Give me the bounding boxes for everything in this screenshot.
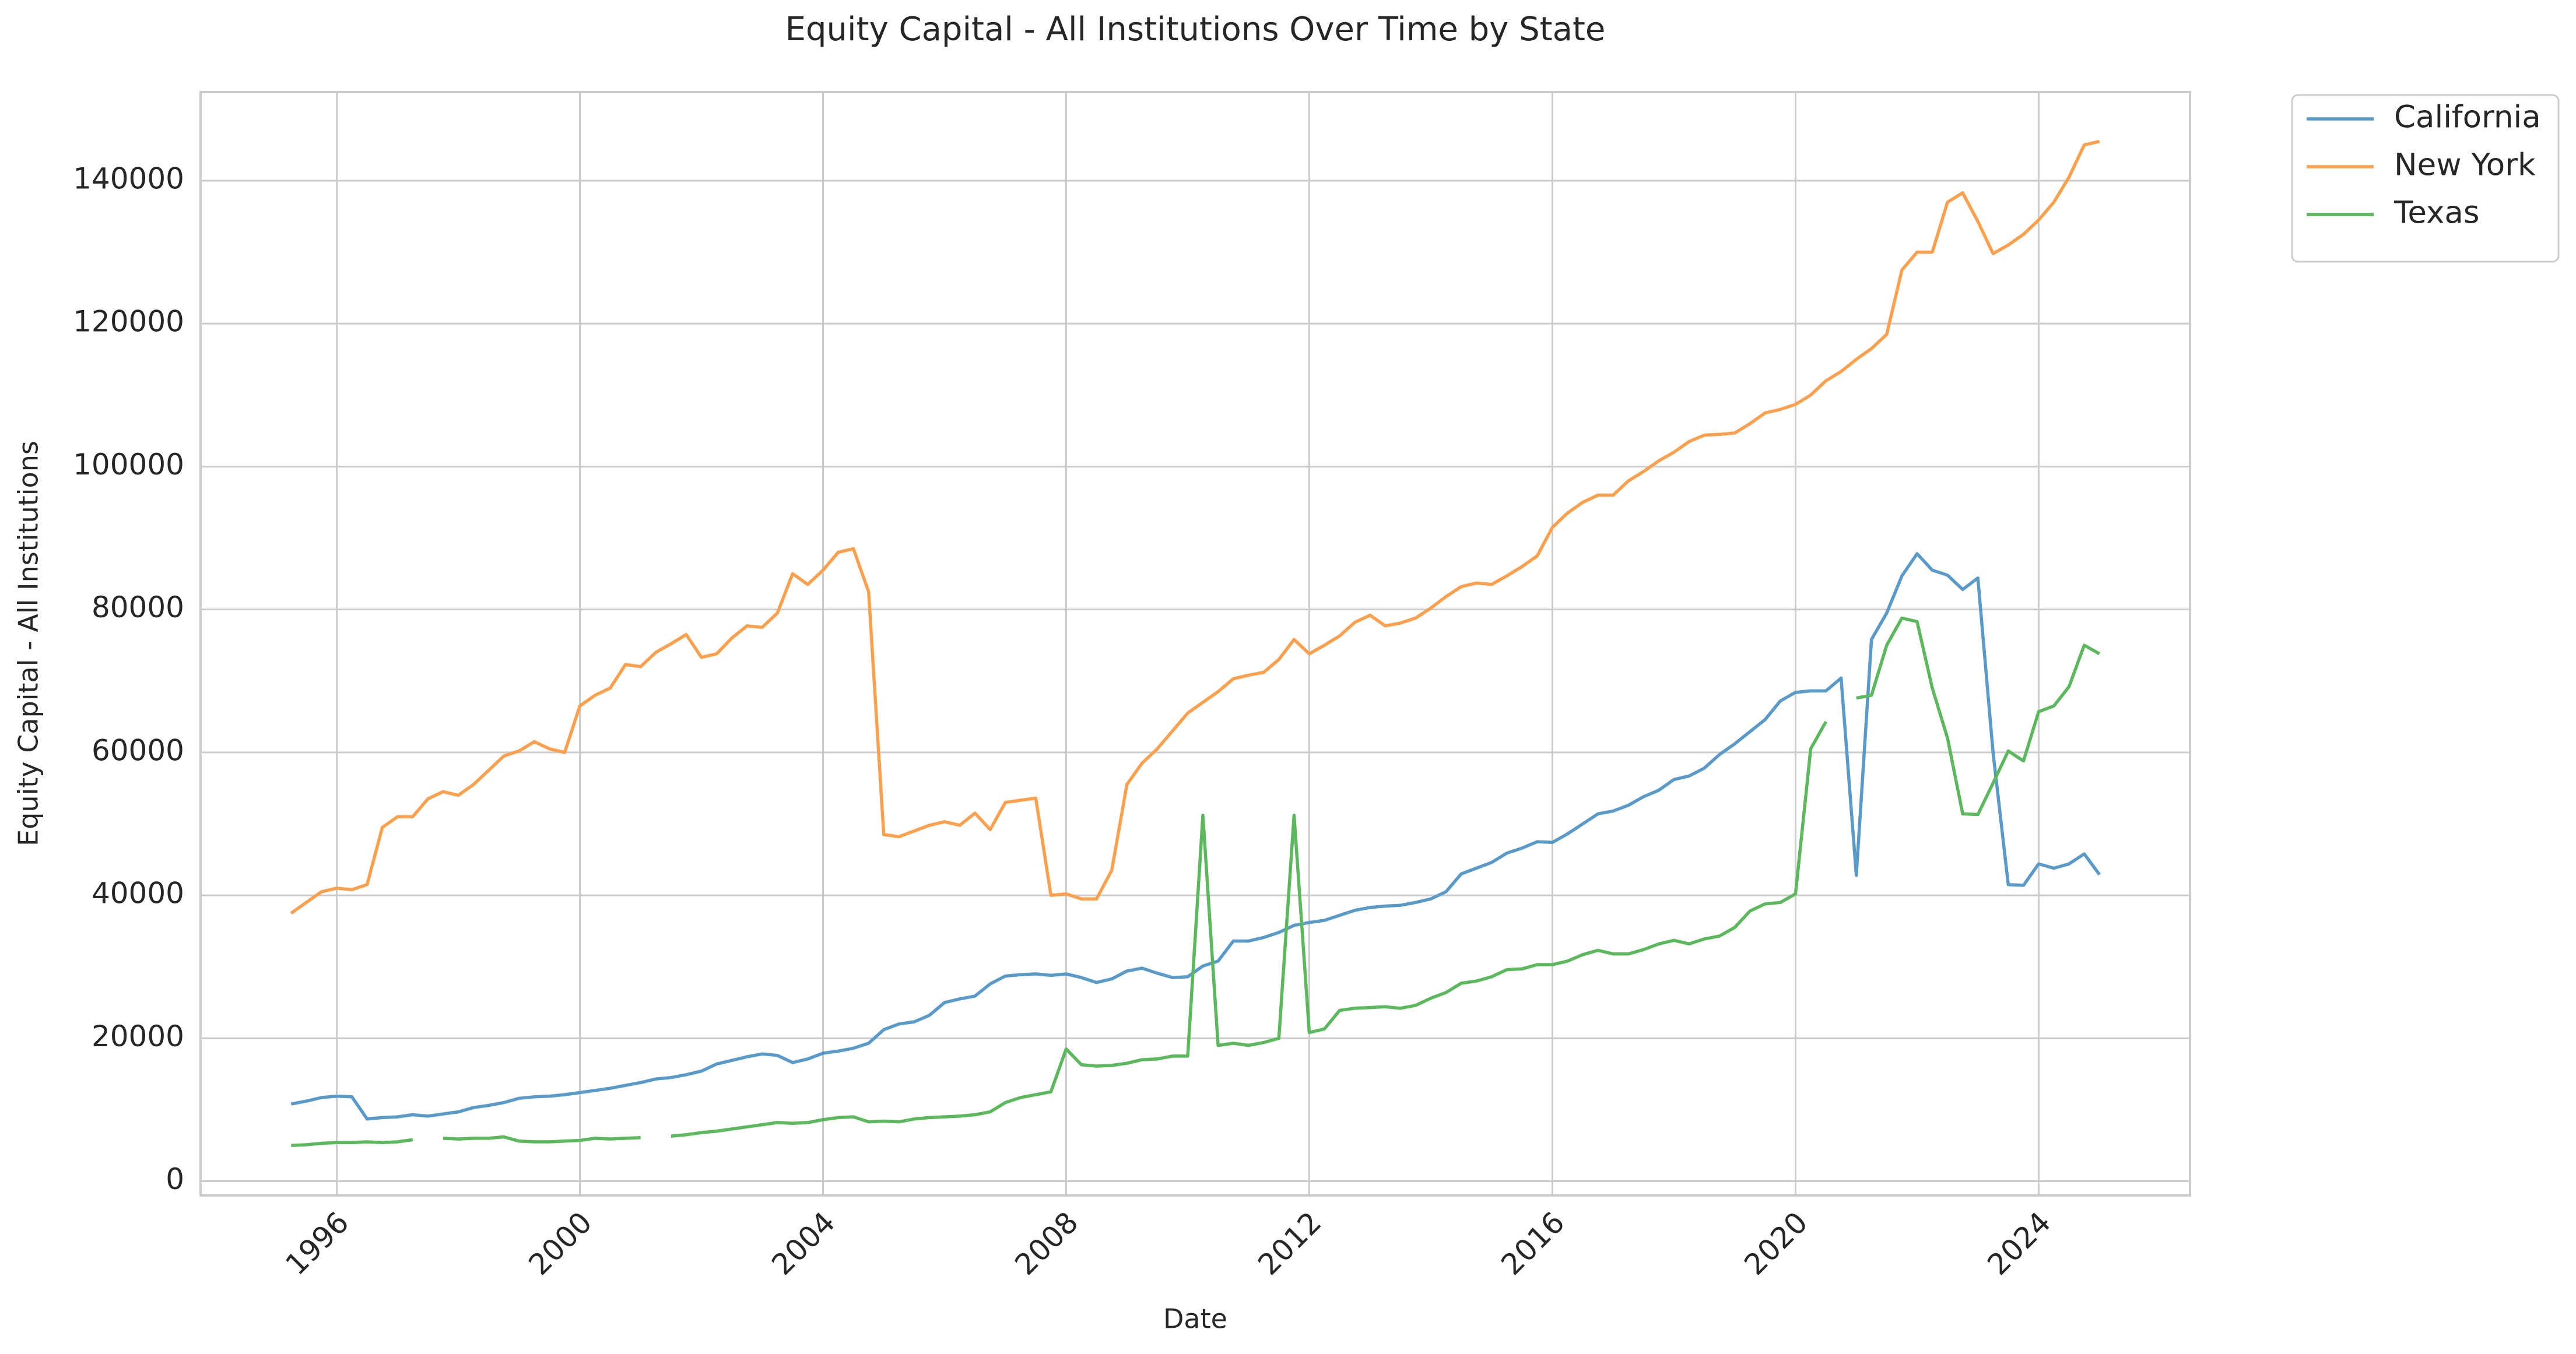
series-line [290, 552, 2101, 1121]
legend-label: Texas [2393, 195, 2480, 231]
y-tick-label: 60000 [92, 733, 184, 767]
chart-title: Equity Capital - All Institutions Over T… [785, 10, 1606, 48]
series-line [290, 139, 2100, 915]
legend-label: California [2394, 100, 2541, 135]
series-line [291, 616, 2101, 1147]
y-tick-label: 20000 [92, 1019, 184, 1053]
y-tick-label: 100000 [73, 448, 184, 481]
y-tick-label: 80000 [92, 590, 184, 624]
y-tick-label: 40000 [92, 877, 184, 910]
y-tick-label: 0 [166, 1162, 184, 1196]
x-axis-label: Date [1163, 1303, 1227, 1335]
legend-label: New York [2394, 147, 2536, 183]
y-tick-label: 120000 [73, 305, 184, 339]
plot-frame [199, 91, 2191, 1197]
y-tick-label: 140000 [73, 162, 184, 196]
y-axis-label: Equity Capital - All Institutions [13, 441, 44, 846]
legend-box [2291, 94, 2560, 263]
